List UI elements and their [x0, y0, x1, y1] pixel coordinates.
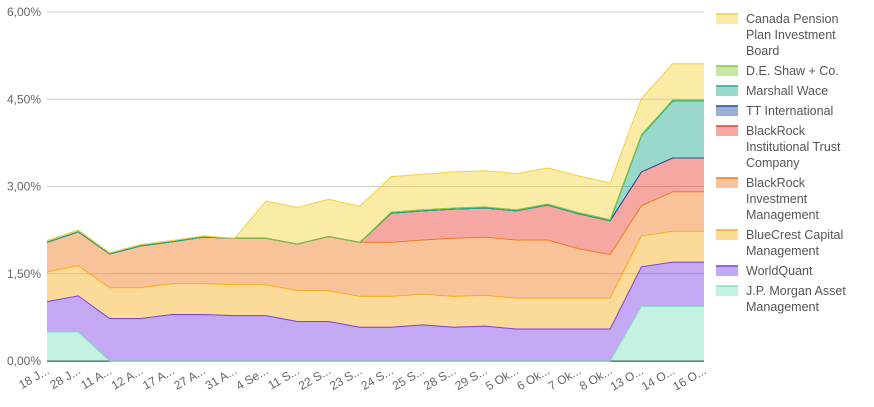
- x-axis: 18 J...28 J...11 A...12 A...17 A...27 A.…: [16, 363, 708, 393]
- legend: Canada Pension Plan Investment Board D.E. S…: [716, 12, 846, 314]
- x-tick-label: 11 A...: [78, 363, 114, 392]
- area-series-3: [47, 191, 704, 299]
- series-line-1: [46, 261, 704, 330]
- legend-label: WorldQuant: [746, 264, 813, 278]
- legend-item[interactable]: Canada Pension Plan Investment Board: [716, 12, 838, 58]
- x-tick-label: 27 A...: [171, 363, 207, 392]
- area-series-2: [47, 231, 704, 330]
- legend-label: Marshall Wace: [746, 84, 828, 98]
- x-tick-label: 25 S...: [390, 363, 427, 392]
- x-tick-label: 31 A...: [203, 363, 239, 392]
- y-axis: 0,00% 1,50% 3,00% 4,50% 6,00%: [7, 5, 41, 368]
- legend-swatch: [716, 105, 738, 116]
- legend-label: BlueCrest Capital Management: [746, 228, 843, 258]
- legend-item[interactable]: D.E. Shaw + Co.: [716, 64, 839, 78]
- legend-label: J.P. Morgan Asset Management: [746, 284, 846, 314]
- legend-item[interactable]: BlueCrest Capital Management: [716, 228, 843, 258]
- legend-swatch: [716, 85, 738, 96]
- x-tick-label: 11 S...: [266, 363, 302, 392]
- legend-swatch: [716, 265, 738, 276]
- x-tick-label: 13 O...: [608, 363, 646, 393]
- x-tick-label: 4 Se...: [233, 363, 270, 392]
- legend-swatch: [716, 125, 738, 136]
- legend-swatch: [716, 13, 738, 24]
- x-tick-label: 7 Ok...: [546, 363, 584, 393]
- x-tick-label: 28 S...: [421, 363, 458, 392]
- legend-swatch: [716, 229, 738, 240]
- x-tick-label: 29 S...: [452, 363, 489, 392]
- legend-item[interactable]: Marshall Wace: [716, 84, 828, 98]
- x-tick-label: 17 A...: [140, 363, 176, 392]
- area-series-8: [47, 63, 704, 253]
- legend-label: Canada Pension Plan Investment Board: [746, 12, 838, 58]
- y-tick-label: 4,50%: [7, 92, 41, 106]
- y-tick-label: 1,50%: [7, 267, 41, 281]
- legend-item[interactable]: BlackRock Investment Management: [716, 176, 819, 222]
- legend-label: BlackRock Institutional Trust Company: [746, 124, 841, 170]
- x-tick-label: 12 A...: [109, 363, 145, 392]
- x-tick-label: 28 J...: [47, 363, 82, 391]
- y-tick-label: 6,00%: [7, 5, 41, 19]
- y-tick-label: 3,00%: [7, 180, 41, 194]
- area-series-layer: [47, 63, 704, 361]
- legend-item[interactable]: J.P. Morgan Asset Management: [716, 284, 846, 314]
- area-series-0: [47, 306, 704, 361]
- y-tick-label: 0,00%: [7, 354, 41, 368]
- legend-item[interactable]: BlackRock Institutional Trust Company: [716, 124, 841, 170]
- x-tick-label: 23 S...: [327, 363, 364, 392]
- legend-label: TT International: [746, 104, 833, 118]
- area-series-4: [47, 157, 704, 255]
- legend-item[interactable]: WorldQuant: [716, 264, 813, 278]
- x-tick-label: 22 S...: [296, 363, 333, 392]
- x-tick-label: 5 Ok...: [483, 363, 521, 393]
- legend-label: D.E. Shaw + Co.: [746, 64, 839, 78]
- series-line-8: [46, 63, 704, 254]
- legend-label: BlackRock Investment Management: [746, 176, 819, 222]
- area-series-1: [47, 262, 704, 361]
- x-tick-label: 8 Ok...: [577, 363, 615, 393]
- series-line-2: [46, 230, 704, 299]
- legend-swatch: [716, 285, 738, 296]
- series-lines-layer: [46, 63, 704, 362]
- legend-swatch: [716, 65, 738, 76]
- legend-swatch: [716, 177, 738, 188]
- x-tick-label: 16 O...: [670, 363, 708, 393]
- legend-item[interactable]: TT International: [716, 104, 833, 118]
- x-tick-label: 6 Ok...: [514, 363, 552, 393]
- series-line-0: [47, 305, 704, 362]
- x-tick-label: 24 S...: [359, 363, 396, 392]
- x-tick-label: 14 O...: [639, 363, 677, 393]
